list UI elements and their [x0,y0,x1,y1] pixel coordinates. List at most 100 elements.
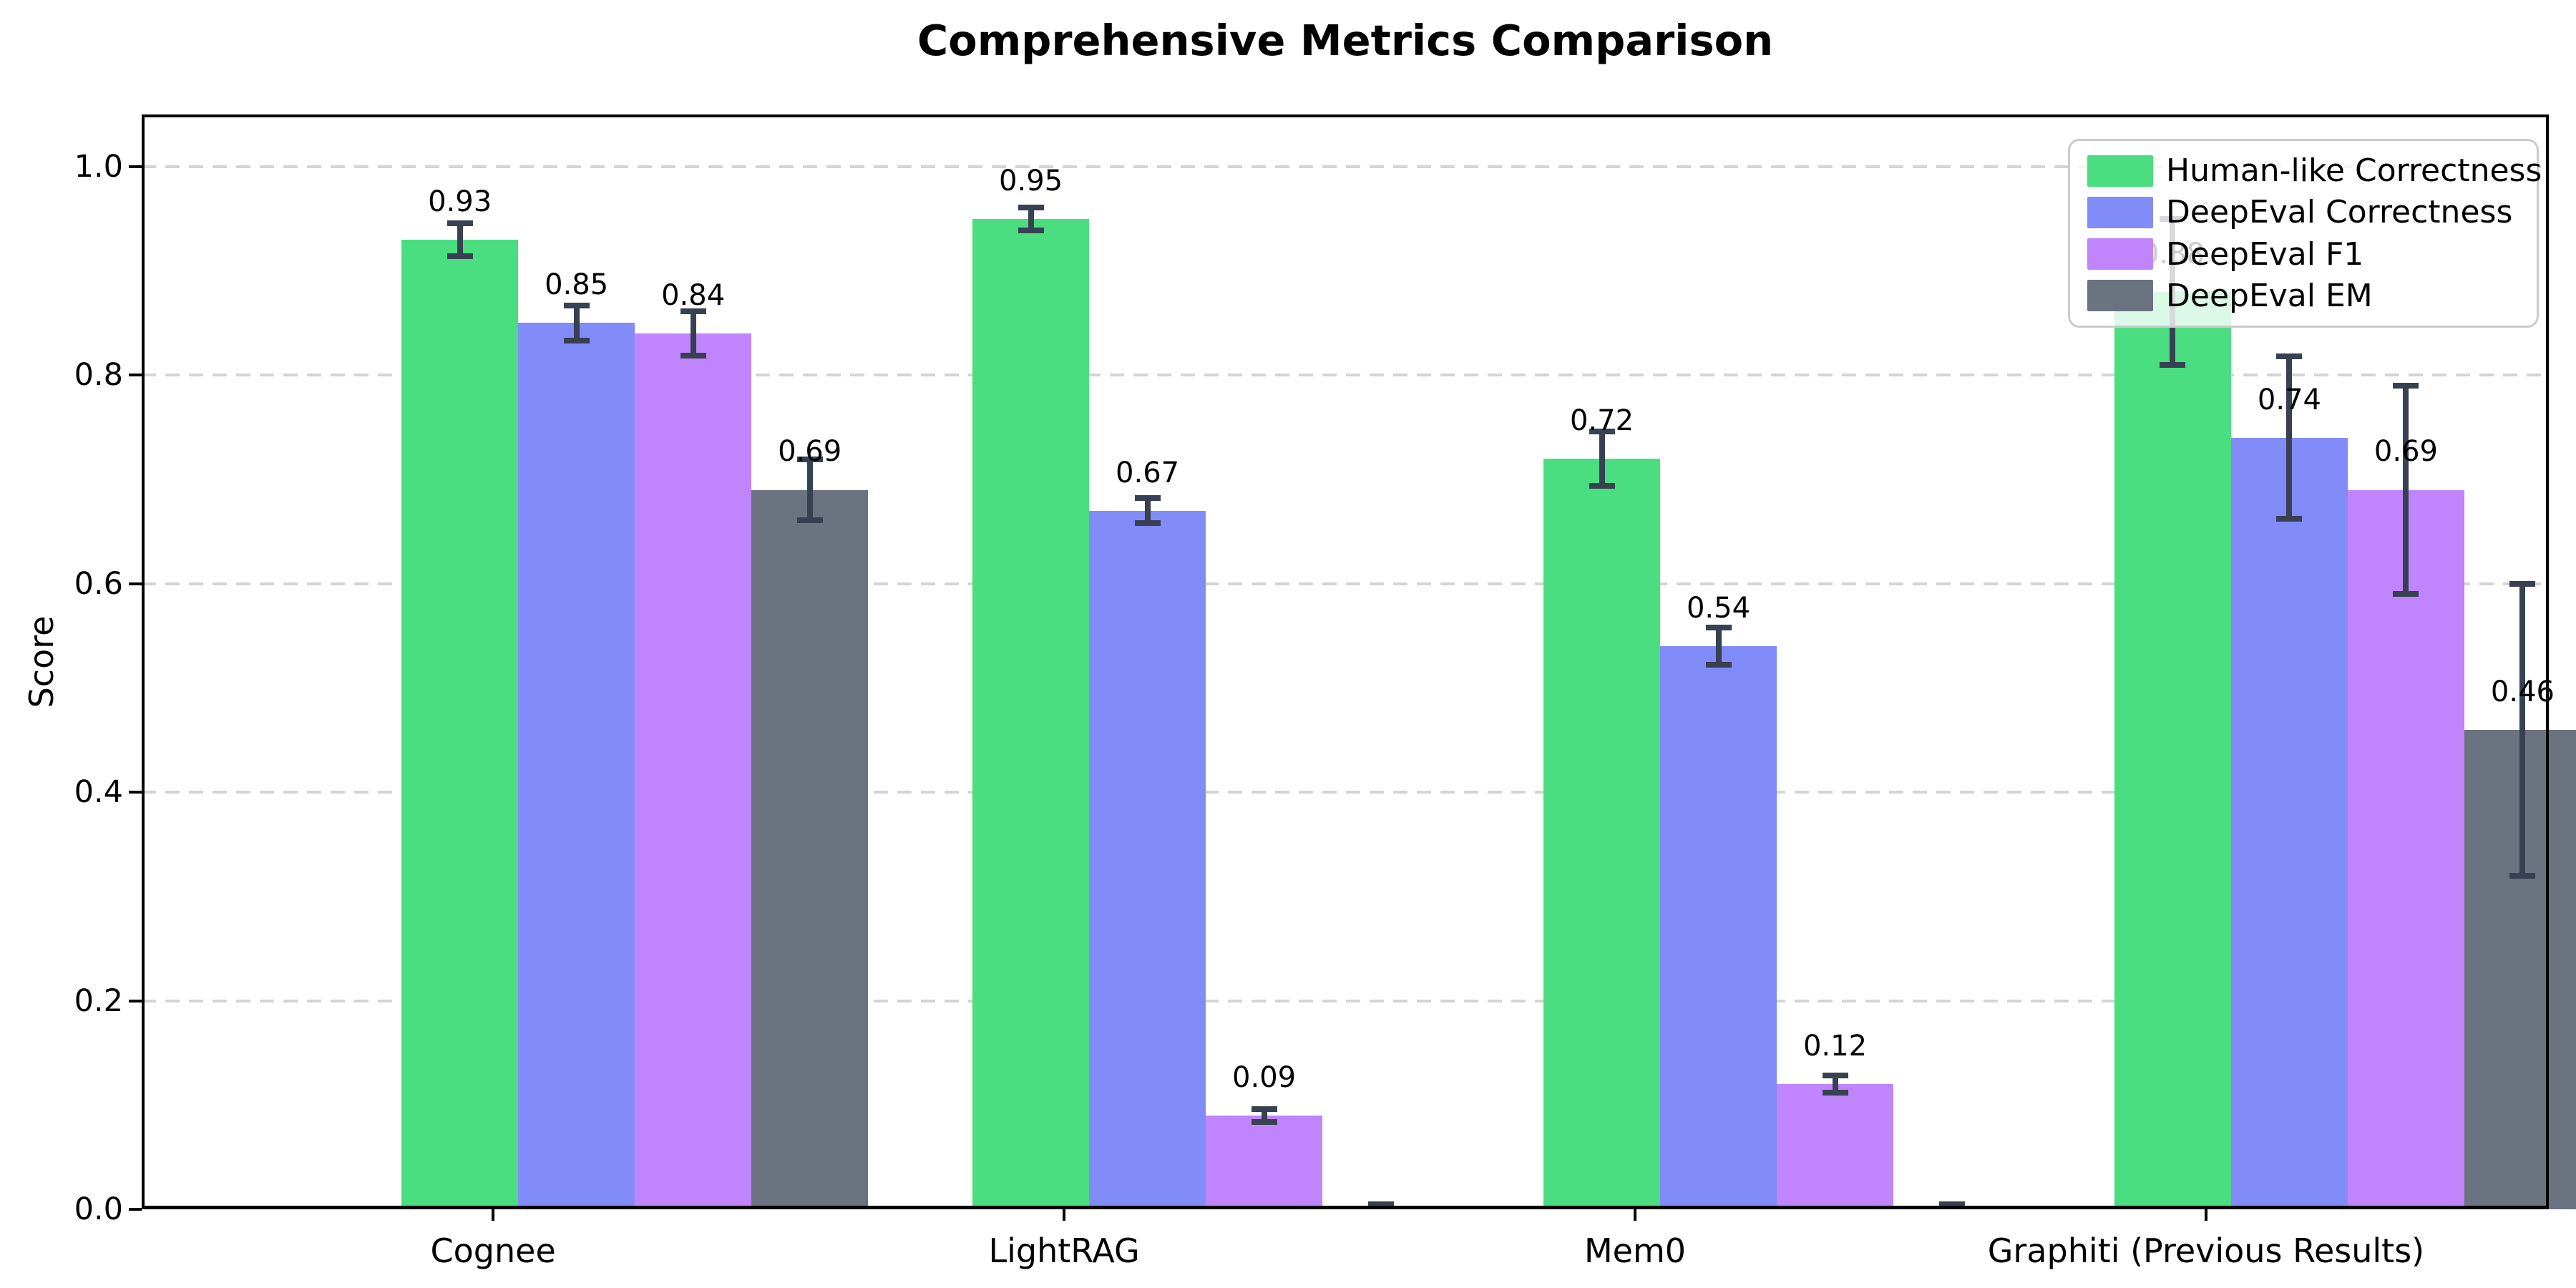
bar-human-like-correctness [401,239,519,1209]
bar-value-label: 0.93 [428,185,492,218]
legend-label: Human-like Correctness [2166,152,2542,189]
x-tick-label: Mem0 [1584,1231,1687,1270]
error-bar-cap-bottom [796,517,823,523]
plot-area: 0.930.950.720.880.850.670.540.740.840.09… [142,114,2576,1209]
gridline [142,791,2549,794]
y-tick-label: 0.2 [74,982,123,1019]
error-bar-cap-top [2509,580,2536,587]
legend-swatch [2087,238,2153,270]
bar-value-label: 0.95 [999,164,1063,197]
legend-label: DeepEval F1 [2166,235,2364,273]
bar-deepeval-f1 [1777,1084,1894,1209]
gridline [142,582,2549,585]
error-bar-cap-bottom [1251,1118,1277,1125]
error-bar [2403,385,2409,595]
gridline [142,999,2549,1002]
bar-value-label: 0.67 [1116,456,1180,489]
legend-swatch [2087,280,2153,312]
bar-deepeval-correctness [1089,510,1206,1209]
bar-deepeval-correctness [518,323,635,1209]
legend: Human-like Correctness DeepEval Correctne… [2068,139,2542,328]
legend-item: DeepEval EM [2087,278,2519,314]
y-tick-label: 0.8 [74,357,123,394]
bar-value-label: 0.46 [2490,675,2555,708]
x-tick-label: Graphiti (Previous Results) [1987,1231,2425,1270]
error-bar-cap-top [1251,1106,1277,1113]
error-bar [690,311,696,356]
error-bar-cap-bottom [680,352,706,358]
error-bar-cap-top [1018,204,1044,210]
error-bar [1832,1075,1838,1093]
bar-value-label: 0.74 [2257,383,2321,416]
error-bar [2286,356,2293,519]
bar-deepeval-f1 [1206,1115,1323,1209]
y-tick-mark [129,374,142,377]
error-bar-cap-top [1705,624,1732,630]
bar-human-like-correctness [972,218,1090,1209]
error-bar-cap-bottom [2509,872,2536,879]
legend-item: DeepEval Correctness [2087,194,2519,230]
y-tick-mark [129,999,142,1002]
error-bar [1028,207,1034,230]
bar-value-label: 0.54 [1686,592,1751,625]
bar-value-label: 0.09 [1232,1060,1297,1094]
error-bar [457,223,463,257]
x-tick-mark [1063,1209,1066,1221]
legend-swatch [2087,196,2153,228]
error-bar-cap-bottom [1589,482,1615,489]
y-tick-mark [129,791,142,794]
error-bar [1715,627,1722,665]
error-bar-cap-top [1938,1201,1965,1207]
bar-deepeval-em [751,489,869,1209]
error-bar-cap-top [2276,353,2303,360]
error-bar-cap-top [447,220,473,226]
error-bar [1261,1109,1267,1122]
error-bar-cap-bottom [2276,516,2303,522]
y-tick-label: 1.0 [74,148,123,185]
legend-item: DeepEval F1 [2087,236,2519,273]
y-tick-mark [129,582,142,585]
x-tick-label: Cognee [430,1231,556,1270]
legend-label: DeepEval EM [2166,277,2373,314]
legend-item: Human-like Correctness [2087,152,2542,189]
x-tick-label: LightRAG [988,1231,1140,1270]
error-bar-cap-top [1822,1073,1848,1079]
error-bar [2519,583,2526,876]
chart-title: Comprehensive Metrics Comparison [917,16,1774,65]
error-bar-cap-bottom [563,338,590,344]
y-tick-mark [129,165,142,168]
bar-human-like-correctness [1543,458,1661,1209]
bar-value-label: 0.84 [661,278,726,312]
error-bar-cap-top [563,302,590,308]
error-bar [573,305,580,341]
bar-value-label: 0.85 [545,268,609,302]
error-bar-cap-top [1134,495,1161,502]
bar-deepeval-correctness [2230,437,2348,1209]
error-bar-cap-top [796,457,823,463]
gridline [142,165,2549,168]
y-tick-label: 0.4 [74,774,123,811]
error-bar-cap-bottom [447,253,473,260]
error-bar-cap-bottom [1822,1089,1848,1096]
bar-value-label: 0.12 [1802,1030,1868,1063]
x-tick-mark [492,1209,495,1221]
error-bar-cap-top [1589,428,1615,434]
error-bar-cap-top [680,308,706,315]
bar-human-like-correctness [2114,291,2231,1209]
x-tick-mark [2204,1209,2207,1221]
bar-value-label: 0.69 [2373,435,2438,469]
error-bar-cap-bottom [2393,591,2419,597]
gridline [142,374,2549,377]
error-bar-cap-bottom [2160,361,2186,368]
error-bar [806,459,813,520]
error-bar-cap-top [2393,382,2419,389]
bar-deepeval-f1 [635,333,752,1209]
error-bar-cap-top [1367,1201,1394,1207]
legend-label: DeepEval Correctness [2166,194,2513,231]
x-tick-mark [1634,1209,1637,1221]
error-bar-cap-bottom [1134,520,1161,527]
y-tick-label: 0.0 [74,1191,123,1227]
bar-value-label: 0.69 [778,435,842,469]
y-tick-label: 0.6 [74,565,123,602]
